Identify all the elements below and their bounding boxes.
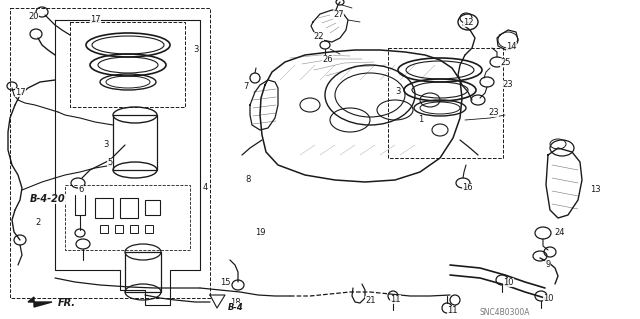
- Text: 22: 22: [313, 32, 323, 41]
- Bar: [145, 225, 153, 233]
- Bar: [70, 22, 185, 107]
- Bar: [145, 200, 160, 215]
- Text: 7: 7: [243, 82, 248, 91]
- Text: 10: 10: [503, 278, 513, 287]
- Text: 20: 20: [28, 12, 38, 21]
- Text: B-4-20: B-4-20: [30, 194, 66, 204]
- Text: 18: 18: [230, 298, 241, 307]
- Bar: [130, 225, 138, 233]
- Text: 15: 15: [220, 278, 230, 287]
- Polygon shape: [28, 297, 52, 307]
- Text: 9: 9: [545, 260, 550, 269]
- Text: 17: 17: [90, 15, 100, 24]
- Text: 3: 3: [103, 140, 108, 149]
- Bar: [95, 198, 113, 218]
- Text: 23: 23: [488, 108, 499, 117]
- Text: 5: 5: [107, 158, 112, 167]
- Text: 2: 2: [35, 218, 40, 227]
- Text: 26: 26: [322, 55, 333, 64]
- Bar: [10, 8, 210, 298]
- Text: 11: 11: [390, 295, 401, 304]
- Text: 14: 14: [506, 42, 516, 51]
- Text: SNC4B0300A: SNC4B0300A: [480, 308, 531, 317]
- Text: 25: 25: [500, 58, 511, 67]
- Text: FR.: FR.: [58, 298, 76, 308]
- Text: 12: 12: [463, 18, 474, 27]
- Bar: [115, 225, 123, 233]
- Text: 17: 17: [15, 88, 26, 97]
- Text: 16: 16: [462, 183, 472, 192]
- Text: 13: 13: [590, 185, 600, 194]
- Bar: [388, 48, 503, 158]
- Bar: [120, 198, 138, 218]
- Bar: [113, 115, 157, 170]
- Text: B-4: B-4: [228, 303, 244, 312]
- Bar: [125, 252, 161, 292]
- Bar: [65, 185, 190, 250]
- Text: 23: 23: [502, 80, 513, 89]
- Text: 19: 19: [255, 228, 266, 237]
- Text: 1: 1: [418, 115, 423, 124]
- Text: 3: 3: [193, 45, 198, 54]
- Text: 6: 6: [78, 185, 83, 194]
- Text: 10: 10: [543, 294, 554, 303]
- Text: 21: 21: [365, 296, 376, 305]
- Bar: [100, 225, 108, 233]
- Text: 11: 11: [447, 306, 458, 315]
- Text: 8: 8: [245, 175, 250, 184]
- Text: 24: 24: [554, 228, 564, 237]
- Text: 4: 4: [203, 183, 208, 192]
- Text: 27: 27: [333, 10, 344, 19]
- Text: 3: 3: [395, 87, 401, 96]
